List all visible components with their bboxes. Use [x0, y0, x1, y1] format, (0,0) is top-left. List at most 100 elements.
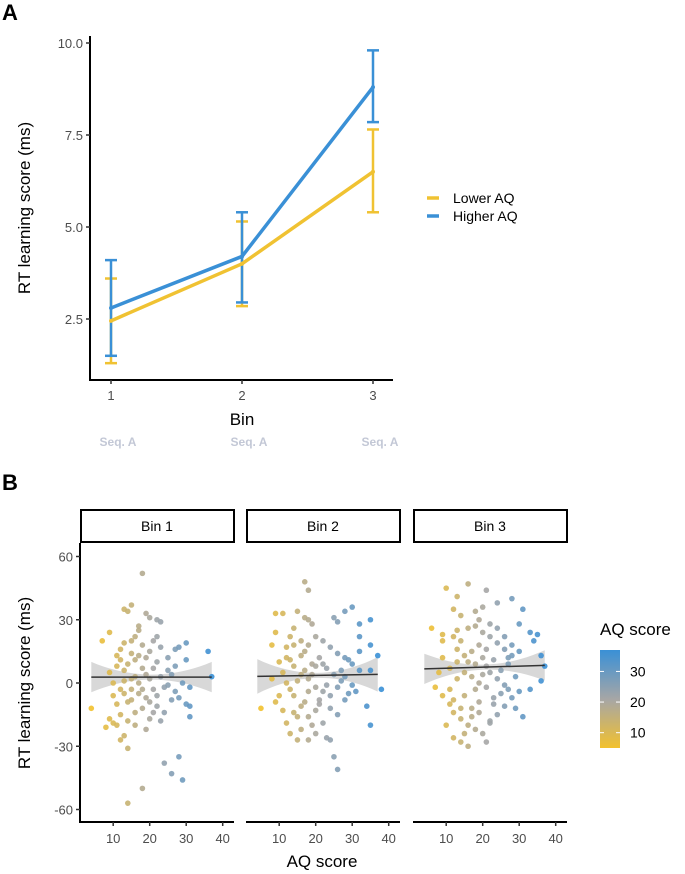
data-point — [176, 644, 182, 650]
facet-strip — [80, 509, 235, 543]
data-point — [334, 619, 341, 625]
data-point — [342, 608, 348, 615]
data-point — [323, 735, 330, 741]
y-tick-label: -60 — [54, 803, 73, 818]
y-axis-title-b: RT learning score (ms) — [15, 597, 34, 769]
data-point — [509, 694, 515, 701]
data-point — [509, 595, 515, 602]
data-point — [465, 581, 471, 587]
data-point — [283, 680, 290, 686]
data-point — [117, 711, 124, 718]
data-point — [472, 726, 479, 733]
data-point — [450, 735, 457, 741]
facet-strip-label: Bin 1 — [141, 518, 173, 534]
data-point — [154, 703, 160, 709]
x-tick-label: 10 — [272, 831, 286, 846]
x-axis-title: Bin — [230, 410, 255, 429]
data-point — [135, 623, 142, 629]
data-point — [117, 657, 124, 663]
data-point — [121, 678, 127, 684]
lower-aq-point — [371, 169, 375, 174]
data-point — [150, 665, 157, 672]
legend-label: Lower AQ — [453, 190, 515, 206]
colorbar — [600, 650, 620, 748]
data-point — [534, 631, 541, 638]
data-point — [316, 697, 323, 703]
data-point — [349, 604, 356, 610]
data-point — [176, 753, 182, 760]
data-point — [125, 745, 131, 752]
y-tick-label: 30 — [59, 613, 73, 628]
data-point — [501, 703, 508, 709]
data-point — [139, 705, 146, 712]
data-point — [139, 686, 146, 693]
data-point — [305, 616, 312, 623]
data-point — [114, 701, 120, 707]
data-point — [439, 638, 446, 644]
data-point — [490, 701, 497, 707]
facet-2: Bin 2 10 20 30 40 — [246, 509, 401, 846]
data-point — [283, 720, 290, 726]
sequence-label: Seq. A — [100, 435, 137, 449]
data-point — [501, 646, 508, 653]
lower-aq-point — [109, 318, 113, 323]
data-point — [143, 671, 149, 678]
data-point — [301, 667, 308, 674]
data-point — [106, 629, 113, 636]
data-point — [479, 671, 486, 678]
y-tick-label: 0 — [66, 676, 73, 691]
data-point — [294, 678, 301, 684]
data-point — [367, 667, 374, 674]
data-point — [176, 694, 182, 701]
data-point — [443, 722, 450, 728]
facet-strip-label: Bin 3 — [474, 518, 506, 534]
data-point — [476, 709, 482, 716]
data-point — [468, 673, 475, 680]
data-point — [146, 716, 153, 722]
data-point — [187, 703, 193, 709]
data-point — [143, 694, 149, 701]
data-point — [461, 730, 468, 737]
data-point — [110, 680, 116, 686]
panel-label-b: B — [2, 470, 18, 495]
data-point — [494, 711, 501, 718]
y-axis-title: RT learning score (ms) — [15, 122, 34, 294]
data-point — [291, 642, 297, 648]
data-point — [106, 716, 113, 722]
data-point — [487, 718, 493, 724]
data-point — [157, 619, 164, 625]
regression-line — [257, 673, 378, 678]
x-tick-label: 30 — [179, 831, 193, 846]
x-tick-label: 40 — [548, 831, 562, 846]
data-point — [179, 777, 186, 783]
data-point — [436, 669, 442, 676]
data-point — [439, 631, 446, 638]
data-point — [505, 661, 512, 667]
data-point — [106, 669, 113, 676]
data-point — [272, 699, 279, 705]
data-point — [305, 587, 312, 594]
data-point — [483, 739, 490, 745]
data-point — [520, 606, 526, 613]
data-point — [150, 638, 157, 644]
data-point — [146, 614, 153, 621]
regression-line — [424, 664, 545, 670]
data-point — [498, 690, 504, 697]
data-point — [472, 623, 479, 629]
data-point — [287, 657, 293, 663]
data-point — [465, 659, 471, 665]
data-point — [309, 722, 315, 728]
data-point — [367, 642, 374, 648]
colorbar-legend: AQ score 10 20 30 — [600, 620, 671, 748]
data-point — [367, 722, 374, 728]
data-point — [272, 629, 279, 636]
data-point — [276, 692, 283, 699]
higher-aq-point — [240, 254, 244, 259]
data-point — [291, 625, 297, 631]
data-point — [128, 686, 135, 693]
data-point — [150, 709, 157, 716]
x-tick-label: 20 — [475, 831, 489, 846]
data-point — [298, 703, 304, 709]
